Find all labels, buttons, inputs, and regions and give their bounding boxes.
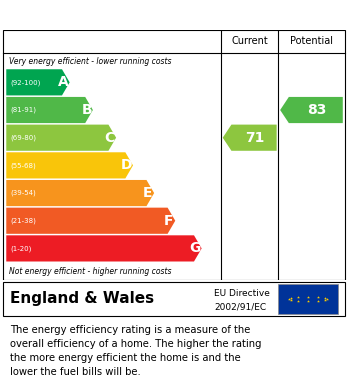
Text: Very energy efficient - lower running costs: Very energy efficient - lower running co… xyxy=(9,57,171,66)
Text: C: C xyxy=(105,131,115,145)
Polygon shape xyxy=(280,97,343,123)
Polygon shape xyxy=(223,125,277,151)
Text: (81-91): (81-91) xyxy=(10,107,37,113)
Text: B: B xyxy=(81,103,92,117)
Text: The energy efficiency rating is a measure of the
overall efficiency of a home. T: The energy efficiency rating is a measur… xyxy=(10,325,262,377)
Polygon shape xyxy=(6,69,70,95)
Text: A: A xyxy=(58,75,69,89)
Text: 2002/91/EC: 2002/91/EC xyxy=(214,302,266,311)
Text: Energy Efficiency Rating: Energy Efficiency Rating xyxy=(9,8,200,22)
Text: EU Directive: EU Directive xyxy=(214,289,270,298)
Polygon shape xyxy=(6,208,175,234)
FancyBboxPatch shape xyxy=(278,284,338,314)
Polygon shape xyxy=(6,235,201,262)
Text: (39-54): (39-54) xyxy=(10,190,36,196)
Polygon shape xyxy=(6,97,93,123)
Text: E: E xyxy=(143,186,153,200)
Text: (1-20): (1-20) xyxy=(10,245,32,252)
Text: Current: Current xyxy=(231,36,268,46)
Text: Not energy efficient - higher running costs: Not energy efficient - higher running co… xyxy=(9,267,171,276)
Text: (92-100): (92-100) xyxy=(10,79,41,86)
Text: (69-80): (69-80) xyxy=(10,135,37,141)
Text: D: D xyxy=(121,158,133,172)
Text: G: G xyxy=(190,241,201,255)
Text: (21-38): (21-38) xyxy=(10,217,36,224)
Text: England & Wales: England & Wales xyxy=(10,292,155,307)
Text: Potential: Potential xyxy=(290,36,333,46)
Text: 71: 71 xyxy=(245,131,264,145)
Text: F: F xyxy=(164,214,174,228)
Polygon shape xyxy=(6,152,133,178)
Text: (55-68): (55-68) xyxy=(10,162,36,169)
Polygon shape xyxy=(6,125,116,151)
Text: 83: 83 xyxy=(307,103,326,117)
Polygon shape xyxy=(6,180,154,206)
